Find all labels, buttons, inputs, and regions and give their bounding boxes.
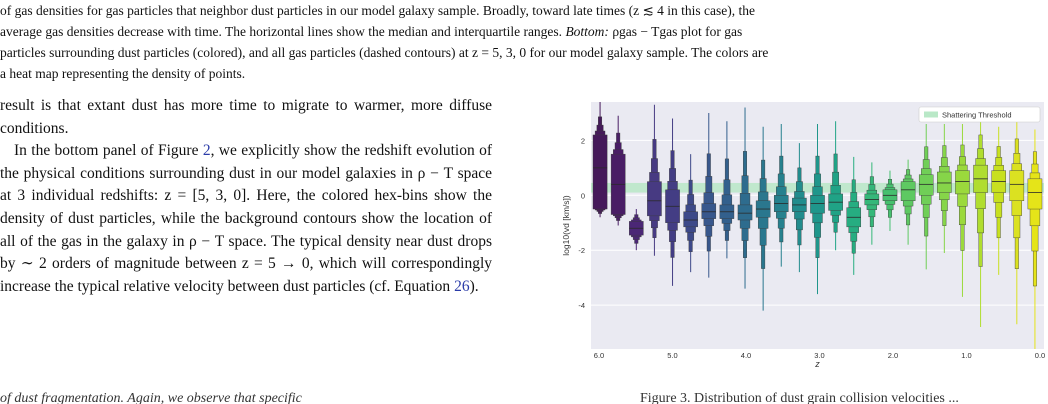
caption-bottom-label: Bottom: <box>565 24 609 39</box>
boxen-box <box>701 112 717 278</box>
boxen-box <box>900 159 916 245</box>
x-tick-label: 2.0 <box>888 351 898 360</box>
boxen-box <box>683 154 698 273</box>
boxen-level-3 <box>683 211 698 228</box>
x-tick-label: 6.0 <box>594 351 604 360</box>
cut-off-lines: of dust fragmentation. Again, we observe… <box>0 388 1048 404</box>
body-paragraph-2: In the bottom panel of Figure 2, we expl… <box>0 140 492 298</box>
legend: Shattering Threshold <box>918 106 1041 123</box>
boxen-box <box>918 123 934 270</box>
boxen-box <box>737 107 753 289</box>
boxen-level-3 <box>918 174 934 196</box>
body-paragraph-1: result is that extant dust has more time… <box>0 97 492 137</box>
x-tick-label: 3.0 <box>814 351 824 360</box>
boxen-box <box>810 123 825 295</box>
y-tick-labels: 2 0 -2 -4 <box>578 136 585 310</box>
boxen-level-3 <box>1027 178 1043 210</box>
boxen-box <box>719 121 735 259</box>
velocity-figure: 2 0 -2 -4 6.0 5.0 4.0 3.0 2.0 1.0 0.0 log10(vd [k… <box>555 98 1048 378</box>
boxen-box <box>610 115 626 226</box>
y-axis-label: log10(vd [km/s]) <box>561 195 571 256</box>
y-tick-label: 2 <box>581 136 585 145</box>
caption-line-2a: average gas densities decrease with time… <box>0 24 563 39</box>
boxen-level-3 <box>900 181 916 202</box>
y-tick-label: 0 <box>581 191 585 200</box>
boxen-level-3 <box>737 204 753 221</box>
boxen-box <box>792 143 807 273</box>
boxen-level-3 <box>592 134 608 210</box>
y-tick-label: -4 <box>578 301 585 310</box>
boxen-level-3 <box>955 170 970 195</box>
boxen-box <box>1027 129 1043 349</box>
caption-line-3: particles surrounding dust particles (co… <box>0 45 769 60</box>
boxen-box <box>828 121 843 251</box>
legend-swatch <box>924 111 938 118</box>
legend-label: Shattering Threshold <box>942 111 1012 120</box>
boxen-box <box>773 123 789 267</box>
boxen-level-3 <box>701 203 717 219</box>
boxen-level-3 <box>937 171 952 193</box>
boxen-box <box>955 123 970 297</box>
legend-box <box>918 106 1041 123</box>
para2-text-b: , we explicitly show the redshift evolut… <box>0 142 492 295</box>
caption-line-1: of gas densities for gas particles that … <box>0 3 755 18</box>
x-tick-label: 5.0 <box>667 351 677 360</box>
boxen-box <box>937 123 952 253</box>
x-tick-label: 0.0 <box>1035 351 1045 360</box>
boxen-box <box>1009 112 1025 325</box>
boxen-box <box>973 110 988 328</box>
boxen-series <box>592 102 1043 349</box>
x-tick-labels: 6.0 5.0 4.0 3.0 2.0 1.0 0.0 <box>594 351 1045 360</box>
caption-line-4: a heat map representing the density of p… <box>0 66 246 81</box>
boxen-box <box>991 126 1006 275</box>
caption-line-2: average gas densities decrease with time… <box>0 21 1048 42</box>
boxen-box <box>755 126 771 311</box>
caption-line-2b: ρgas − Tgas plot for gas <box>612 24 743 39</box>
boxen-level-3 <box>1009 170 1025 202</box>
boxen-box <box>592 102 608 218</box>
body-column: result is that extant dust has more time… <box>0 95 492 298</box>
boxen-box <box>846 156 862 275</box>
boxen-box <box>864 162 880 245</box>
cut-off-caption-line: Figure 3. Distribution of dust grain col… <box>640 391 959 404</box>
boxen-level-3 <box>647 181 662 217</box>
boxen-box <box>629 209 644 251</box>
figure-caption: of gas densities for gas particles that … <box>0 0 1048 84</box>
boxen-chart: 2 0 -2 -4 6.0 5.0 4.0 3.0 2.0 1.0 0.0 log10(vd [k… <box>561 102 1045 369</box>
boxen-level-3 <box>810 195 825 214</box>
figure-ref-link[interactable]: 2 <box>202 142 211 160</box>
boxen-box <box>647 104 662 256</box>
para2-text-c: ). <box>469 277 479 295</box>
x-tick-label: 1.0 <box>961 351 971 360</box>
boxen-box <box>665 118 680 286</box>
equation-ref-link[interactable]: 26 <box>454 277 470 295</box>
y-tick-label: -2 <box>578 246 585 255</box>
x-axis-label: z <box>814 359 820 369</box>
boxen-box <box>882 170 898 231</box>
para2-text-a: In the bottom panel of Figure <box>14 142 199 160</box>
cut-off-body-line: of dust fragmentation. Again, we observe… <box>0 391 302 404</box>
x-tick-label: 4.0 <box>741 351 751 360</box>
